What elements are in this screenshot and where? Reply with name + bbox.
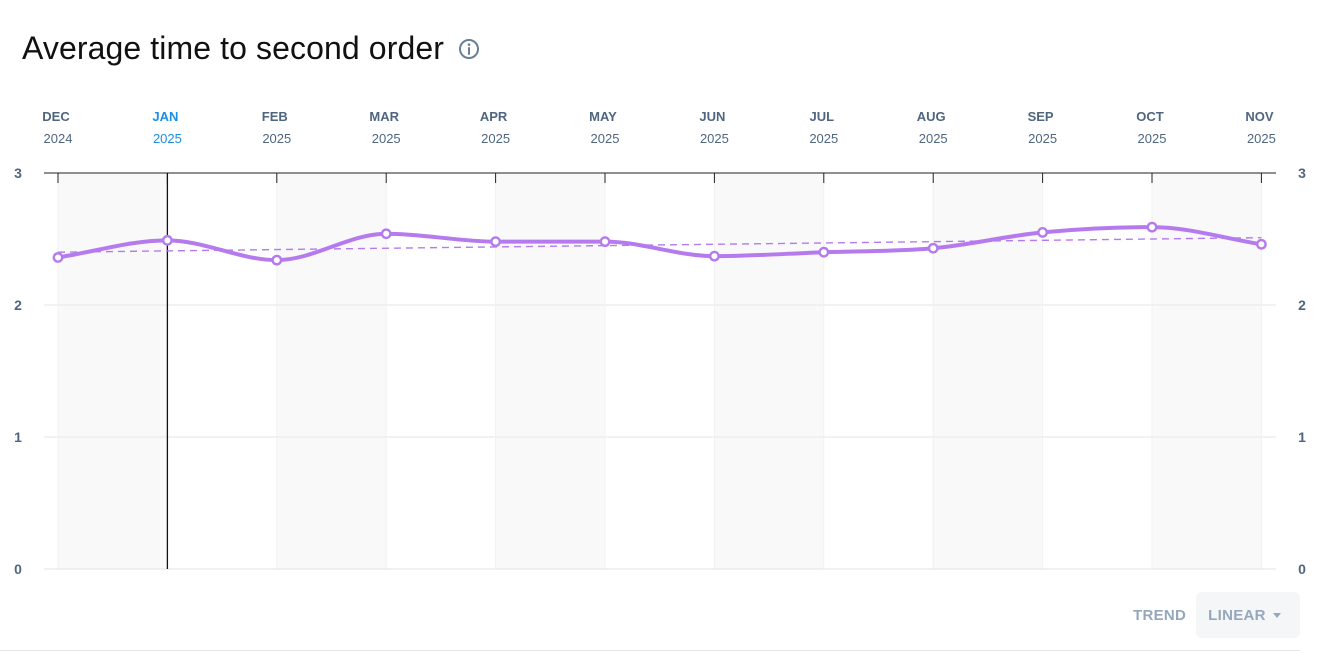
trend-type-value: LINEAR (1208, 606, 1266, 624)
data-point[interactable] (1037, 226, 1049, 238)
x-tick-year-label: 2025 (372, 131, 401, 146)
month-band (276, 173, 387, 569)
trend-layer (57, 236, 1262, 253)
chart-header: Average time to second order (22, 30, 480, 67)
y-tick-label-right: 3 (1298, 165, 1306, 181)
x-tick-year-label: 2025 (1138, 131, 1167, 146)
data-point[interactable] (599, 236, 611, 248)
caret-down-icon (1272, 612, 1281, 618)
divider (0, 650, 1300, 651)
data-point[interactable] (1256, 238, 1267, 250)
x-tick-month-label: MAY (589, 109, 617, 124)
y-tick-label-left: 1 (14, 429, 22, 445)
x-tick-year-label: 2025 (1028, 131, 1057, 146)
x-tick-month-label: JAN (152, 109, 178, 124)
trend-label: TREND (1133, 606, 1187, 624)
x-tick-year-label: 2025 (591, 131, 620, 146)
x-tick-year-label: 2025 (153, 131, 182, 146)
y-tick-label-left: 0 (14, 561, 22, 577)
x-tick-month-label: NOV (1245, 109, 1274, 124)
series-line (56, 225, 1264, 263)
x-tick-month-label: SEP (1028, 109, 1054, 124)
data-point[interactable] (52, 252, 64, 263)
x-tick-year-label: 2025 (262, 131, 291, 146)
x-tick-month-label: AUG (917, 109, 946, 124)
points-layer (52, 221, 1267, 266)
x-tick-month-label: FEB (262, 109, 288, 124)
x-tick-month-label: APR (480, 109, 508, 124)
trend-line (57, 236, 1262, 253)
x-tick-month-label: JUL (810, 109, 835, 124)
x-tick-year-label: 2025 (809, 131, 838, 146)
data-point[interactable] (927, 242, 939, 254)
x-axis: DEC 2024 JAN 2025 FEB 2025 MAR 2025 APR 2025 MAY 20… (42, 109, 1276, 570)
data-point[interactable] (380, 228, 392, 240)
x-tick-month-label: DEC (42, 109, 70, 124)
y-tick-label-left: 3 (14, 165, 22, 181)
y-tick-label-right: 2 (1298, 297, 1306, 313)
x-tick-year-label: 2025 (919, 131, 948, 146)
data-point[interactable] (818, 246, 830, 258)
month-band (714, 173, 824, 569)
x-tick-year-label: 2024 (44, 131, 73, 146)
y-tick-label-right: 0 (1298, 561, 1306, 577)
chart-bands (58, 173, 1262, 569)
x-tick-year-label: 2025 (481, 131, 510, 146)
y-tick-label-right: 1 (1298, 429, 1306, 445)
x-tick-month-label: JUN (699, 109, 725, 124)
data-point[interactable] (490, 236, 501, 248)
series-layer (56, 225, 1264, 263)
y-tick-label-left: 2 (14, 297, 22, 313)
y-axis: 0 0 1 1 2 2 3 3 (14, 165, 1306, 577)
chart-title: Average time to second order (22, 30, 445, 66)
trend-control: TREND LINEAR (1133, 592, 1301, 638)
month-band (495, 173, 605, 569)
data-point[interactable] (1146, 221, 1158, 233)
x-tick-year-label: 2025 (1247, 131, 1276, 146)
month-band (58, 173, 168, 569)
x-tick-month-label: MAR (369, 109, 399, 124)
trend-type-dropdown[interactable]: LINEAR (1196, 592, 1301, 638)
x-tick-month-label: OCT (1136, 109, 1164, 124)
chart-gridlines (44, 172, 1276, 569)
x-tick-year-label: 2025 (700, 131, 729, 146)
data-point[interactable] (271, 254, 283, 266)
data-point[interactable] (161, 234, 173, 246)
data-point[interactable] (709, 250, 720, 262)
info-circle-icon[interactable] (458, 38, 480, 60)
